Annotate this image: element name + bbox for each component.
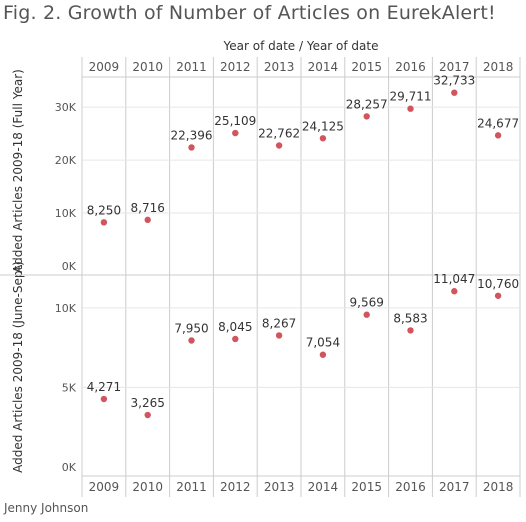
x-tick-label-bottom: 2009 xyxy=(89,480,120,494)
author-credit: Jenny Johnson xyxy=(4,501,89,515)
data-label: 25,109 xyxy=(214,114,256,128)
data-label: 8,045 xyxy=(218,320,252,334)
chart-title: Fig. 2. Growth of Number of Articles on … xyxy=(3,2,496,24)
data-point xyxy=(407,327,414,334)
x-tick-label-bottom: 2013 xyxy=(264,480,295,494)
data-point xyxy=(451,89,458,96)
x-tick-label-bottom: 2014 xyxy=(308,480,339,494)
data-label: 8,583 xyxy=(393,311,427,325)
data-label: 7,950 xyxy=(174,321,208,335)
y-axis-label-full-year: Added Articles 2009-18 (Full Year) xyxy=(11,69,25,273)
data-point xyxy=(363,113,370,120)
y-tick-label: 10K xyxy=(55,207,77,220)
data-label: 9,569 xyxy=(350,296,384,310)
y-tick-label: 5K xyxy=(62,381,77,394)
x-tick-label-bottom: 2010 xyxy=(132,480,163,494)
x-tick-label-top: 2012 xyxy=(220,60,251,74)
data-point xyxy=(275,142,283,149)
x-tick-label-top: 2015 xyxy=(351,60,382,74)
data-label: 3,265 xyxy=(131,396,165,410)
data-label: 24,677 xyxy=(477,116,519,130)
y-tick-label: 10K xyxy=(55,302,77,315)
data-point xyxy=(451,288,458,295)
x-tick-label-top: 2009 xyxy=(89,60,120,74)
data-point xyxy=(188,337,195,344)
x-tick-label-bottom: 2017 xyxy=(439,480,470,494)
data-point xyxy=(100,219,108,226)
x-tick-label-top: 2011 xyxy=(176,60,207,74)
x-tick-label-top: 2013 xyxy=(264,60,295,74)
data-label: 22,396 xyxy=(171,128,213,142)
x-tick-label-bottom: 2015 xyxy=(351,480,382,494)
data-label: 7,054 xyxy=(306,336,340,350)
data-label: 4,271 xyxy=(87,380,121,394)
x-tick-label-bottom: 2016 xyxy=(395,480,426,494)
data-point xyxy=(319,135,327,142)
data-point xyxy=(232,335,239,343)
data-label: 8,716 xyxy=(131,201,165,215)
x-tick-label-top: 2010 xyxy=(132,60,163,74)
data-point xyxy=(144,411,151,419)
data-point xyxy=(144,216,151,224)
data-point xyxy=(407,105,414,112)
x-tick-label-top: 2017 xyxy=(439,60,470,74)
data-point xyxy=(232,129,239,137)
data-point xyxy=(363,311,370,318)
y-axis-label-june-sept: Added Articles 2009-18 (June-Sept) xyxy=(11,261,25,473)
data-point xyxy=(100,395,108,403)
x-tick-label-bottom: 2018 xyxy=(483,480,514,494)
x-tick-label-bottom: 2012 xyxy=(220,480,251,494)
data-label: 29,711 xyxy=(390,90,432,104)
data-point xyxy=(494,132,502,139)
data-point xyxy=(275,332,283,339)
data-label: 32,733 xyxy=(433,74,475,88)
data-label: 24,125 xyxy=(302,119,344,133)
x-tick-label-top: 2016 xyxy=(395,60,426,74)
x-tick-label-top: 2018 xyxy=(483,60,514,74)
data-label: 22,762 xyxy=(258,126,300,140)
y-tick-label: 0K xyxy=(62,260,77,273)
column-header: Year of date / Year of date xyxy=(223,39,379,53)
data-point xyxy=(319,351,327,358)
data-point xyxy=(188,144,195,151)
x-tick-label-bottom: 2011 xyxy=(176,480,207,494)
data-label: 8,267 xyxy=(262,316,296,330)
y-tick-label: 20K xyxy=(55,154,77,167)
y-tick-label: 30K xyxy=(55,101,77,114)
data-label: 28,257 xyxy=(346,97,388,111)
data-point xyxy=(494,292,502,299)
data-label: 8,250 xyxy=(87,203,121,217)
data-label: 10,760 xyxy=(477,277,519,291)
x-tick-label-top: 2014 xyxy=(308,60,339,74)
data-label: 11,047 xyxy=(433,272,475,286)
y-tick-label: 0K xyxy=(62,461,77,474)
